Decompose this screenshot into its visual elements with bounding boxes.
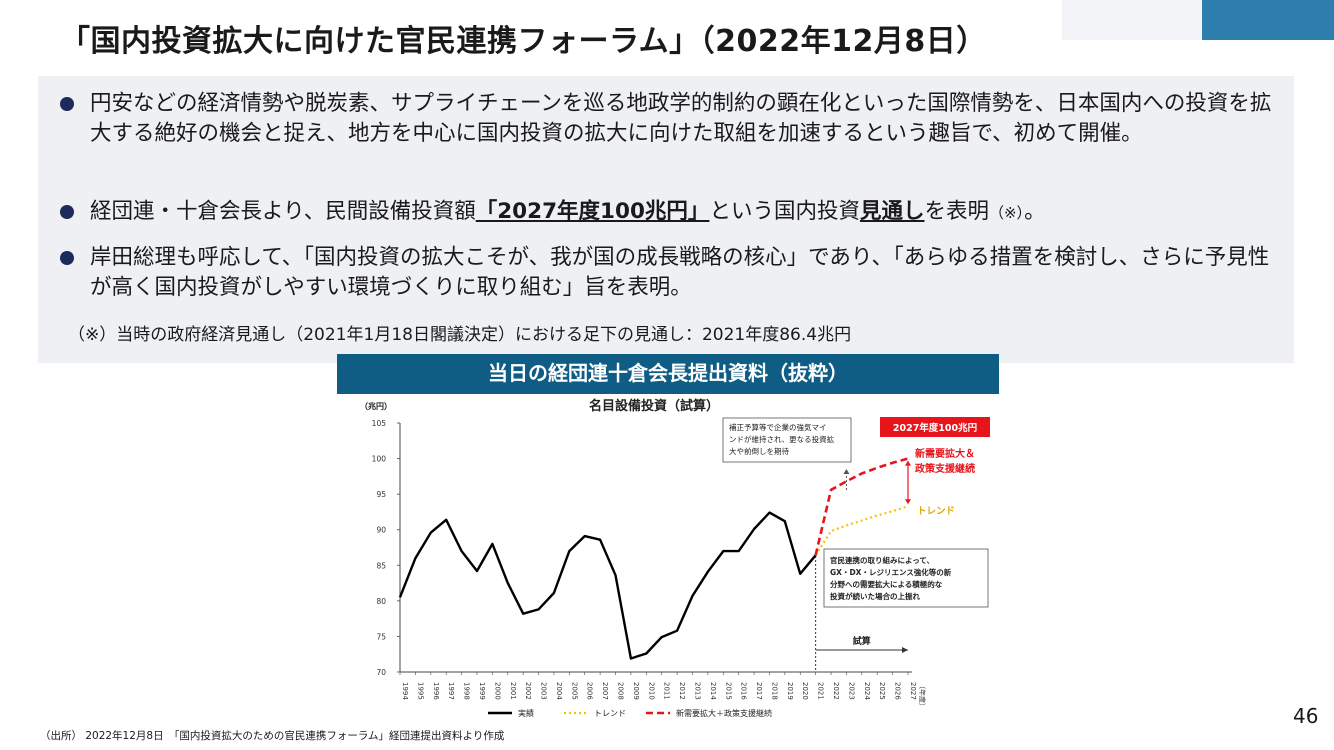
y-tick-label: 85 [376, 561, 386, 570]
x-tick-label: 2025 [878, 682, 886, 700]
bullet-text-end: 。 [1024, 199, 1046, 224]
y-tick-label: 70 [376, 668, 386, 677]
x-tick-label: 2027 [909, 682, 917, 700]
x-tick-label: 2002 [524, 682, 532, 700]
x-tick-label: 2023 [847, 682, 855, 700]
x-tick-label: 2011 [663, 682, 671, 700]
x-tick-label: 2000 [493, 682, 501, 700]
top-annotation-box [722, 417, 852, 463]
x-tick-label: 1998 [463, 682, 471, 700]
bullet-text-post: を表明 [924, 199, 989, 224]
chart-banner: 当日の経団連十倉会長提出資料（抜粋） [337, 354, 999, 394]
x-tick-label: 2018 [770, 682, 778, 700]
y-axis-unit-label: （兆円） [360, 401, 392, 411]
x-tick-label: 2024 [863, 682, 871, 700]
y-tick-label: 100 [372, 455, 387, 464]
top-annotation-line: ンドが維持され、更なる投資拡 [729, 434, 835, 444]
x-tick-label: 1997 [447, 682, 455, 700]
x-tick-label: 2013 [693, 682, 701, 700]
bullet-item-1: 円安などの経済情勢や脱炭素、サプライチェーンを巡る地政学的制約の顕在化といった国… [56, 89, 1276, 149]
x-tick-label: 2026 [894, 682, 902, 700]
bottom-annotation-line: GX・DX・レジリエンス強化等の新 [830, 567, 952, 577]
x-tick-label: 1996 [432, 682, 440, 700]
target-label-box [880, 417, 990, 437]
bullet-item-3: 岸田総理も呼応して、「国内投資の拡大こそが、我が国の成長戦略の核心」であり、「あ… [56, 243, 1276, 303]
x-tick-label: 2007 [601, 682, 609, 700]
header-decoration-blue [1202, 0, 1334, 40]
y-tick-label: 80 [376, 597, 386, 606]
y-tick-label: 105 [372, 419, 387, 428]
x-tick-label: 2017 [755, 682, 763, 700]
x-tick-label: 1999 [478, 682, 486, 700]
x-axis-unit-label: （年度） [918, 682, 927, 710]
x-tick-label: 2004 [555, 682, 563, 700]
top-annotation-line: 大や前倒しを期待 [729, 446, 789, 456]
legend-label-1: 実績 [518, 708, 534, 718]
bullet-item-2: 経団連・十倉会長より、民間設備投資額「2027年度100兆円」という国内投資見通… [56, 197, 1276, 228]
x-tick-label: 2003 [540, 682, 548, 700]
upside-arrow-head-top [905, 460, 911, 466]
bottom-annotation-line: 官民連携の取り組みによって、 [830, 555, 934, 565]
summary-box [38, 76, 1294, 363]
x-tick-label: 2015 [724, 682, 732, 700]
red-label-line-1: 新需要拡大＆ [915, 447, 975, 460]
target-label-text: 2027年度100兆円 [893, 422, 977, 434]
page-title: 「国内投資拡大に向けた官民連携フォーラム」（2022年12月8日） [60, 24, 987, 59]
x-tick-label: 2022 [832, 682, 840, 700]
capex-line-chart: 名目設備投資（試算） （兆円） 70 75 80 85 90 95 100 105 1994 1995… [360, 398, 990, 718]
page-number: 46 [1293, 704, 1319, 728]
x-tick-label: 2012 [678, 682, 686, 700]
bullet-dot-icon [60, 97, 74, 111]
bottom-annotation-box [823, 548, 989, 608]
upside-arrow-head-bottom [905, 499, 911, 505]
legend-label-3: 新需要拡大＋政策支援継続 [676, 708, 772, 718]
x-tick-label: 2014 [709, 682, 717, 700]
bullet-text-pre: 経団連・十倉会長より、民間設備投資額 [90, 199, 476, 224]
trend-label: トレンド [917, 506, 955, 517]
bullet-text: 円安などの経済情勢や脱炭素、サプライチェーンを巡る地政学的制約の顕在化といった国… [90, 91, 1272, 146]
x-tick-label: 2019 [786, 682, 794, 700]
footnote: （※）当時の政府経済見通し（2021年1月18日閣議決定）における足下の見通し：… [68, 325, 852, 345]
y-tick-label: 75 [376, 632, 386, 641]
x-tick-label: 2005 [570, 682, 578, 700]
estimate-arrow-head [902, 647, 908, 653]
source-note: （出所） 2022年12月8日 「国内投資拡大のための官民連携フォーラム」経団連… [40, 730, 505, 742]
bottom-annotation-line: 投資が続いた場合の上振れ [830, 591, 920, 601]
y-tick-label: 90 [376, 526, 386, 535]
x-tick-label: 1995 [416, 682, 424, 700]
top-annotation-arrow-head [843, 469, 850, 474]
highlight-outlook: 見通し [859, 199, 925, 224]
bullet-text: 経団連・十倉会長より、民間設備投資額「2027年度100兆円」という国内投資見通… [90, 197, 1276, 228]
footnote-mark: （※） [988, 204, 1025, 222]
x-tick-label: 2009 [632, 682, 640, 700]
estimate-label: 試算 [853, 635, 871, 647]
chart-container: 名目設備投資（試算） （兆円） 70 75 80 85 90 95 100 105 1994 1995… [340, 395, 1000, 725]
x-tick-label: 2021 [817, 682, 825, 700]
y-tick-label: 95 [376, 490, 386, 499]
bullet-dot-icon [60, 251, 74, 265]
x-tick-label: 2008 [617, 682, 625, 700]
bullet-text-mid: という国内投資 [709, 199, 860, 224]
series-line-2 [814, 505, 909, 556]
x-tick-label: 2016 [740, 682, 748, 700]
x-tick-label: 2010 [647, 682, 655, 700]
legend-label-2: トレンド [594, 709, 626, 718]
x-tick-label: 2001 [509, 682, 517, 700]
bullet-text: 岸田総理も呼応して、「国内投資の拡大こそが、我が国の成長戦略の核心」であり、「あ… [90, 245, 1270, 300]
highlight-amount: 「2027年度100兆円」 [475, 199, 710, 224]
red-label-line-2: 政策支援継続 [915, 462, 975, 475]
chart-title: 名目設備投資（試算） [589, 398, 719, 414]
bottom-annotation-line: 分野への需要拡大による積極的な [830, 579, 943, 589]
x-tick-label: 2006 [586, 682, 594, 700]
header-decoration-light [1062, 0, 1202, 40]
x-tick-label: 1994 [401, 682, 409, 700]
x-tick-label: 2020 [801, 682, 809, 700]
series-line-1 [398, 511, 817, 660]
bullet-dot-icon [60, 205, 74, 219]
top-annotation-line: 補正予算等で企業の強気マイ [729, 422, 827, 432]
series-line-3 [814, 457, 909, 556]
